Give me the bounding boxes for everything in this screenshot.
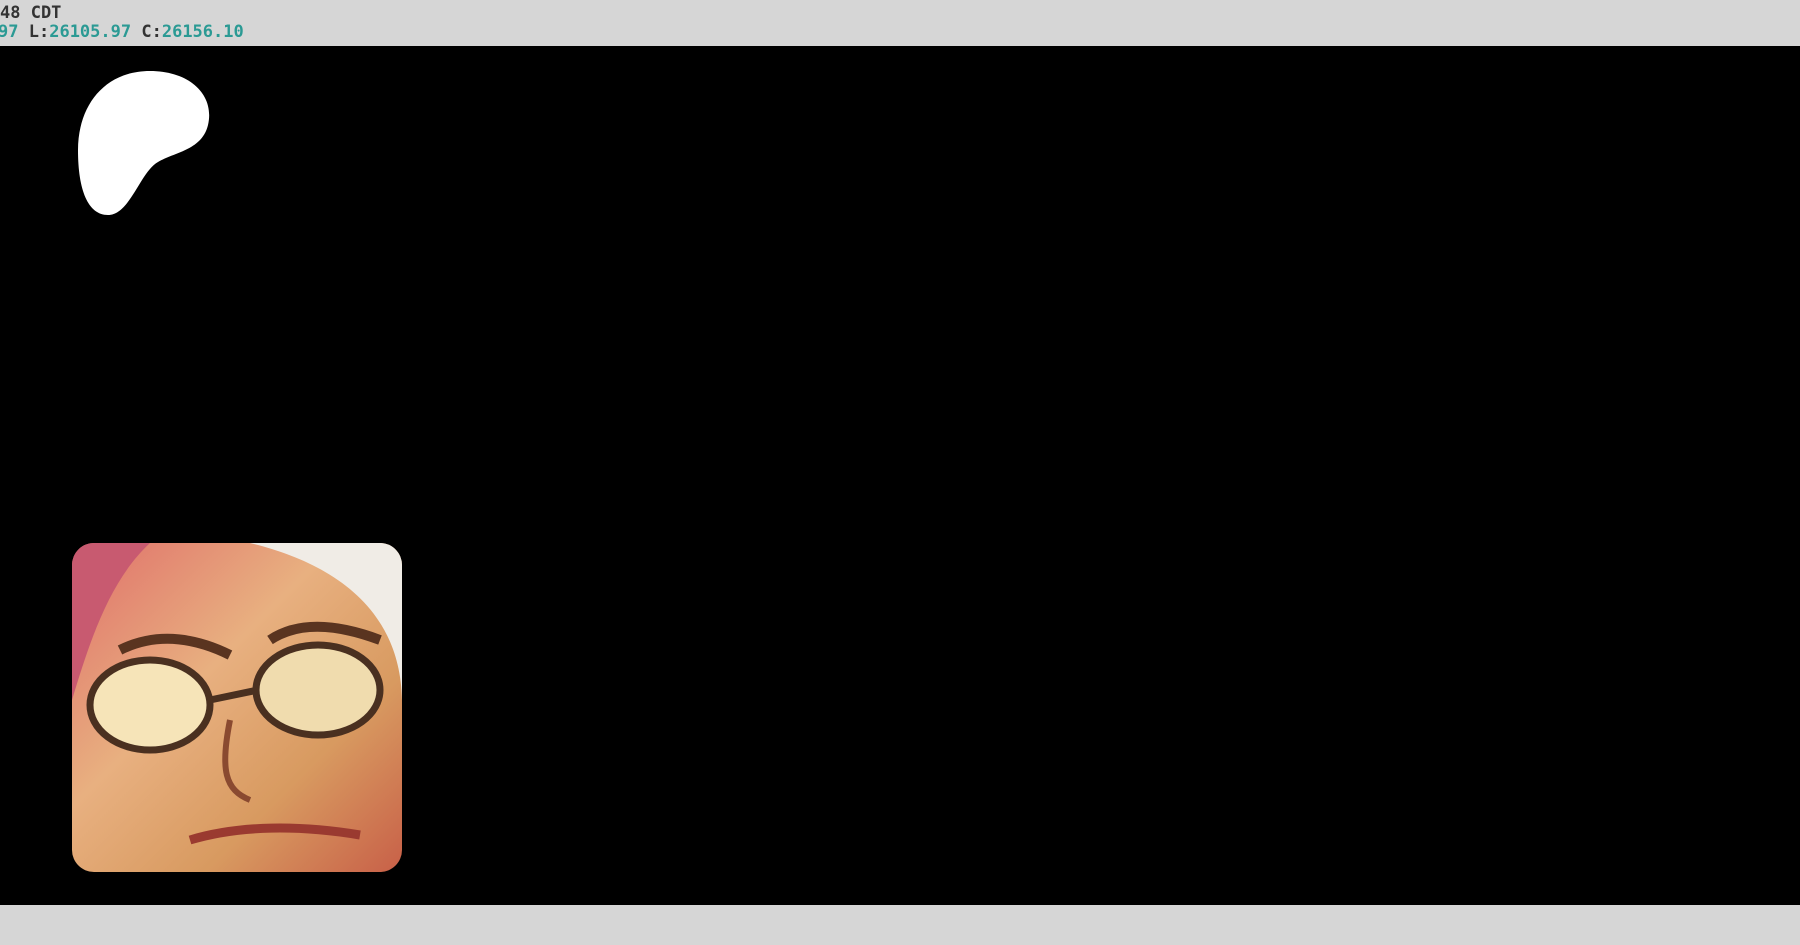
header-ohlc: 97 L:26105.97 C:26156.10 xyxy=(0,22,244,42)
header-prefix: 97 xyxy=(0,22,18,42)
header-close-label: C: xyxy=(141,22,161,42)
header-time: 48 CDT xyxy=(0,3,61,23)
header-bar xyxy=(0,0,1800,46)
logo xyxy=(78,71,210,215)
header-close: 26156.10 xyxy=(162,22,244,42)
header-low: 26105.97 xyxy=(49,22,131,42)
header-low-label: L: xyxy=(29,22,49,42)
footer-bar xyxy=(0,905,1800,945)
portrait xyxy=(72,543,402,872)
